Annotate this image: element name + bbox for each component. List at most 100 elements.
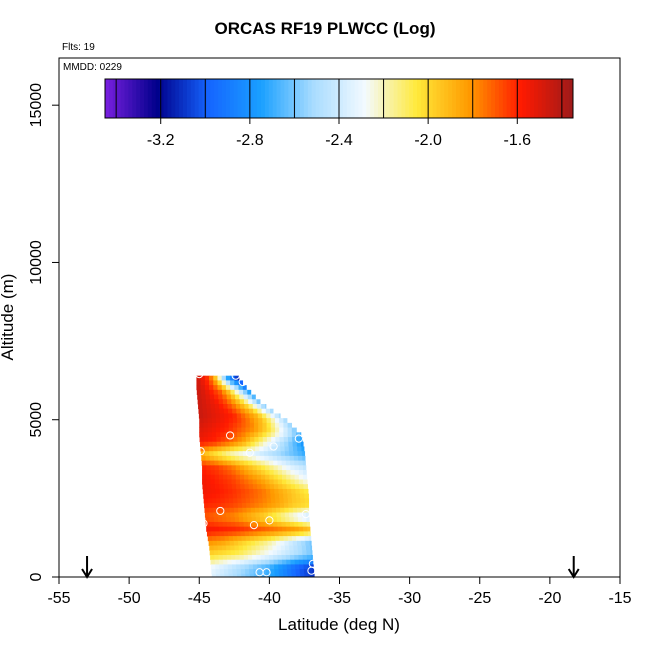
heatmap-cell bbox=[222, 394, 228, 400]
heatmap-cell bbox=[289, 512, 294, 518]
heatmap-cell bbox=[255, 507, 260, 513]
colorbar-segment bbox=[167, 79, 172, 118]
heatmap-cell bbox=[279, 418, 284, 424]
colorbar-segment bbox=[303, 79, 309, 118]
x-tick-label: -35 bbox=[328, 590, 351, 607]
heatmap-cell bbox=[247, 455, 253, 462]
heatmap-cell bbox=[277, 465, 283, 471]
heatmap-cell bbox=[241, 498, 247, 504]
heatmap-cell bbox=[258, 418, 263, 424]
heatmap-cell bbox=[270, 418, 276, 424]
heatmap-cell bbox=[239, 465, 245, 471]
heatmap-cell bbox=[231, 484, 237, 490]
heatmap-cell bbox=[210, 554, 215, 561]
colorbar-segment bbox=[557, 79, 562, 118]
heatmap-cell bbox=[217, 380, 223, 386]
heatmap-cell bbox=[202, 484, 208, 490]
heatmap-cell bbox=[210, 465, 216, 471]
heatmap-cell bbox=[274, 573, 280, 577]
colorbar-segment bbox=[225, 79, 231, 118]
heatmap-cell bbox=[244, 474, 249, 480]
heatmap-cell bbox=[218, 526, 224, 532]
heatmap-cell bbox=[239, 394, 244, 400]
heatmap-cell bbox=[221, 451, 227, 457]
heatmap-cell bbox=[224, 536, 230, 542]
colorbar-segment bbox=[284, 79, 289, 118]
heatmap-cell bbox=[227, 564, 233, 570]
heatmap-cell bbox=[270, 432, 276, 438]
heatmap-cell bbox=[207, 427, 213, 433]
heatmap-cell bbox=[303, 470, 307, 476]
sample-point bbox=[269, 442, 278, 451]
heatmap-cell bbox=[203, 493, 208, 499]
heatmap-cell bbox=[239, 474, 245, 480]
heatmap-cell bbox=[249, 573, 255, 577]
heatmap-cell bbox=[230, 380, 235, 386]
heatmap-cell bbox=[254, 437, 259, 443]
heatmap-cell bbox=[201, 399, 207, 405]
heatmap-cell bbox=[250, 441, 256, 447]
heatmap-cell bbox=[261, 531, 267, 537]
heatmap-cell bbox=[307, 531, 311, 537]
heatmap-cell bbox=[209, 517, 215, 523]
heatmap-cell bbox=[257, 569, 263, 575]
heatmap-cell bbox=[222, 455, 227, 462]
colorbar-segment bbox=[307, 79, 313, 118]
heatmap-cell bbox=[260, 474, 266, 480]
heatmap-cell bbox=[214, 559, 220, 565]
heatmap-cell bbox=[270, 413, 276, 419]
heatmap-cell bbox=[292, 498, 297, 504]
heatmap-cell bbox=[216, 536, 221, 542]
heatmap-cell bbox=[287, 427, 293, 433]
heatmap-cell bbox=[275, 441, 281, 447]
heatmap-cell bbox=[249, 413, 254, 419]
heatmap-cell bbox=[281, 550, 286, 556]
heatmap-cell bbox=[215, 569, 221, 575]
heatmap-cell bbox=[299, 531, 305, 537]
heatmap-cell bbox=[303, 564, 309, 570]
heatmap-cell bbox=[277, 460, 283, 466]
heatmap-cell bbox=[285, 455, 291, 462]
heatmap-cell bbox=[245, 437, 251, 443]
heatmap-cell bbox=[273, 470, 279, 476]
heatmap-cell bbox=[238, 375, 240, 381]
heatmap-cell bbox=[268, 512, 273, 518]
heatmap-cell bbox=[252, 484, 258, 490]
heatmap-cell bbox=[290, 554, 295, 561]
heatmap-cell bbox=[262, 418, 267, 424]
sample-point bbox=[308, 559, 317, 568]
heatmap-cell bbox=[264, 521, 270, 528]
x-tick-label: -25 bbox=[468, 590, 491, 607]
heatmap-cell bbox=[279, 573, 284, 577]
heatmap-cell bbox=[253, 493, 259, 499]
heatmap-cell bbox=[265, 465, 270, 471]
heatmap-cell bbox=[278, 488, 284, 495]
heatmap-cell bbox=[211, 573, 217, 577]
heatmap-cell bbox=[233, 437, 238, 443]
colorbar-segment bbox=[233, 79, 239, 118]
heatmap-cell bbox=[286, 559, 291, 565]
heatmap-cell bbox=[288, 446, 294, 452]
heatmap-cell bbox=[282, 488, 288, 495]
heatmap-cell bbox=[259, 507, 264, 513]
heatmap-cell bbox=[284, 507, 290, 513]
colorbar-segment bbox=[448, 79, 453, 118]
heatmap-cell bbox=[219, 569, 225, 575]
heatmap-cell bbox=[261, 564, 267, 570]
heatmap-cell bbox=[290, 564, 296, 570]
colorbar-tick-label: -1.6 bbox=[503, 132, 531, 149]
sample-point bbox=[265, 516, 274, 525]
sample-point bbox=[262, 568, 271, 577]
heatmap-cell bbox=[247, 545, 252, 551]
heatmap-cell bbox=[285, 517, 290, 523]
heatmap-cell bbox=[304, 573, 309, 577]
colorbar-segment bbox=[537, 79, 543, 118]
heatmap-cell bbox=[238, 512, 244, 518]
heatmap-cell bbox=[311, 559, 314, 565]
heatmap-cell bbox=[234, 455, 240, 462]
heatmap-cell bbox=[255, 550, 261, 556]
heatmap-cell bbox=[228, 427, 234, 433]
colorbar-segment bbox=[245, 79, 250, 118]
heatmap-cell bbox=[216, 441, 222, 447]
heatmap-cell bbox=[247, 517, 253, 523]
